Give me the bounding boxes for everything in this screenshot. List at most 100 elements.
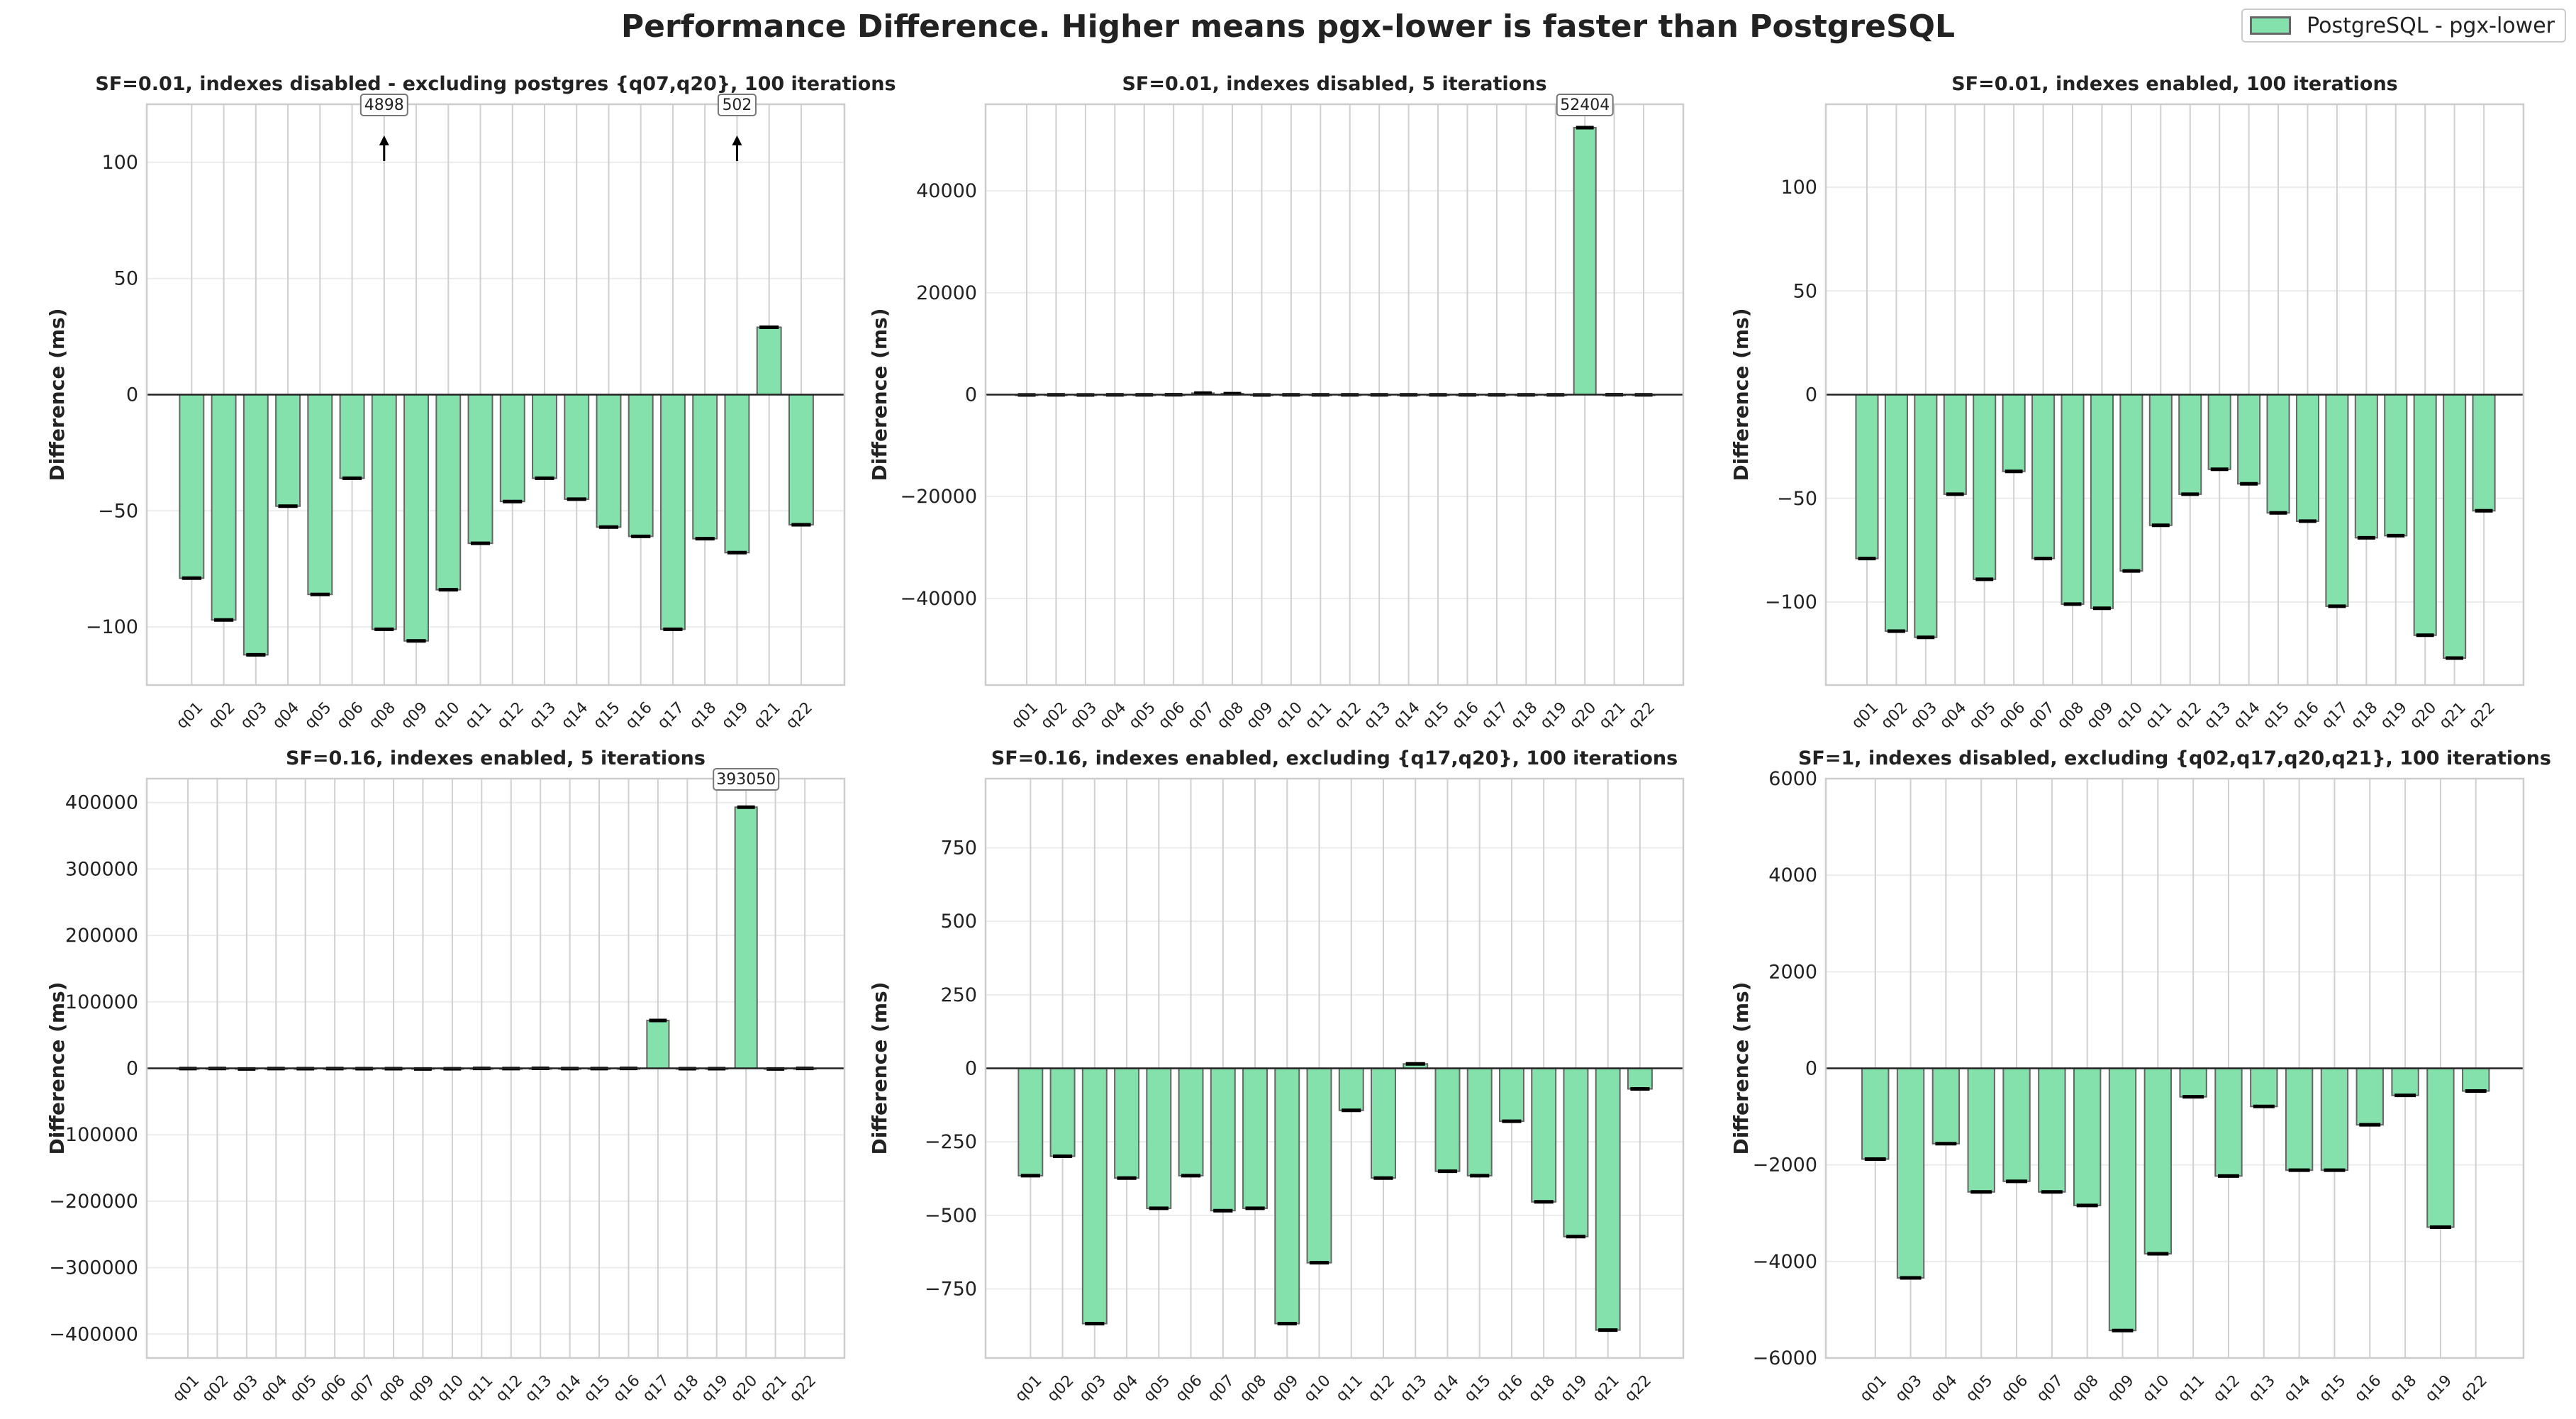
x-tick-label: q01 [1849, 699, 1882, 732]
annotation-label: 4898 [364, 96, 404, 114]
x-tick-label: q03 [1076, 1371, 1110, 1405]
x-tick-label: q15 [2316, 1371, 2349, 1405]
y-tick-label: −100 [86, 616, 138, 638]
y-tick-label: 0 [126, 1058, 138, 1080]
x-tick-label: q04 [1936, 699, 1970, 732]
y-tick-label: −750 [925, 1279, 977, 1301]
y-tick-label: 300000 [65, 858, 138, 880]
bar-q04 [1943, 394, 1967, 495]
x-tick-label: q18 [1525, 1371, 1559, 1405]
x-tick-label: q15 [1461, 1371, 1494, 1405]
bar-q10 [1306, 1067, 1332, 1264]
y-tick-label: −100000 [49, 1124, 138, 1146]
x-tick-label: q16 [622, 699, 655, 732]
x-tick-label: q09 [1269, 1371, 1302, 1405]
x-tick-label: q08 [2068, 1371, 2102, 1405]
x-tick-label: q18 [1507, 699, 1541, 732]
x-tick-label: q06 [1172, 1371, 1205, 1405]
x-tick-label: q11 [463, 1371, 496, 1405]
x-tick-label: q16 [2351, 1371, 2385, 1405]
y-axis-label: Difference (ms) [1729, 981, 1753, 1154]
subplot-5: −750 −500 −250 0 250 500 750 q01q02q03q04q05q06… [868, 747, 1685, 1406]
bar-q03 [1914, 394, 1938, 638]
bar-q05 [307, 394, 333, 596]
x-tick-label: q10 [434, 1371, 467, 1405]
bar-q03 [242, 394, 269, 656]
x-tick-label: q14 [2280, 1371, 2314, 1405]
x-tick-label: q11 [462, 699, 495, 732]
annotation-box [717, 94, 757, 116]
bar-q12 [2214, 1067, 2243, 1177]
x-tick-label: q14 [558, 699, 591, 732]
annotation-box [1556, 94, 1614, 116]
x-tick-label: q22 [786, 1371, 820, 1405]
x-tick-label: q18 [2348, 699, 2381, 732]
bar-q06 [1178, 1067, 1204, 1176]
bar-q13 [532, 394, 557, 479]
y-tick-label: 250 [940, 984, 977, 1006]
bar-q09 [2090, 394, 2114, 609]
bar-q09 [403, 394, 429, 642]
x-tick-label: q19 [718, 699, 752, 732]
y-axis-label: Difference (ms) [868, 981, 891, 1154]
x-tick-label: q01 [169, 1371, 203, 1405]
bar-q07 [2031, 394, 2056, 560]
y-tick-label: 400000 [65, 792, 138, 814]
y-tick-label: −40000 [900, 588, 977, 610]
y-tick-label: −20000 [900, 486, 977, 508]
x-tick-label: q19 [698, 1371, 732, 1405]
x-tick-label: q08 [2054, 699, 2087, 732]
x-tick-label: q12 [493, 1371, 526, 1405]
bar-q19 [1563, 1067, 1589, 1237]
x-tick-label: q07 [1184, 699, 1217, 732]
bar-q22 [2472, 394, 2496, 512]
x-tick-label: q01 [173, 699, 206, 732]
subplot-title: SF=0.01, indexes enabled, 100 iterations [1951, 73, 2398, 95]
subplot-title: SF=0.16, indexes enabled, 5 iterations [286, 747, 706, 769]
bar-q21 [756, 326, 782, 396]
bar-q08 [2073, 1067, 2102, 1206]
x-tick-label: q16 [1493, 1371, 1527, 1405]
x-tick-label: q22 [1622, 1371, 1655, 1405]
y-tick-label: 50 [1793, 280, 1817, 302]
axes-frame [145, 777, 846, 1359]
bar-q05 [1146, 1067, 1172, 1209]
x-tick-label: q12 [494, 699, 528, 732]
x-tick-label: q03 [238, 699, 271, 732]
legend-swatch [2250, 16, 2292, 35]
y-tick-label: 100 [1780, 177, 1817, 199]
x-tick-label: q22 [1625, 699, 1658, 732]
x-tick-label: q17 [640, 1371, 673, 1405]
x-tick-label: q06 [1998, 1371, 2031, 1405]
x-tick-label: q14 [1429, 1371, 1462, 1405]
x-tick-label: q10 [2113, 699, 2146, 732]
x-tick-label: q04 [1096, 699, 1130, 732]
subplot-4: −400000 −300000 −200000 −100000 0 100000 20000… [45, 747, 846, 1406]
bar-q20 [2413, 394, 2437, 636]
bar-q14 [564, 394, 590, 500]
bar-q02 [1049, 1067, 1076, 1157]
bar-q08 [1242, 1067, 1268, 1209]
x-tick-label: q18 [686, 699, 720, 732]
y-tick-label: 0 [965, 1058, 977, 1080]
y-tick-label: 0 [965, 384, 977, 406]
x-tick-label: q07 [2024, 699, 2058, 732]
bar-q11 [467, 394, 494, 545]
bar-q21 [2443, 394, 2467, 659]
bar-q19 [2384, 394, 2408, 537]
x-tick-label: q09 [404, 1371, 437, 1405]
x-tick-label: q15 [581, 1371, 614, 1405]
arrow-head-icon [379, 135, 389, 145]
x-tick-label: q17 [2319, 699, 2352, 732]
bar-q21 [1595, 1067, 1621, 1331]
bar-q13 [2207, 394, 2231, 470]
x-tick-label: q02 [205, 699, 238, 732]
bar-q09 [1274, 1067, 1300, 1325]
x-tick-label: q08 [1237, 1371, 1270, 1405]
x-tick-label: q02 [199, 1371, 232, 1405]
x-tick-label: q17 [654, 699, 688, 732]
x-tick-label: q19 [1557, 1371, 1590, 1405]
bar-q12 [2178, 394, 2202, 495]
x-tick-label: q21 [1589, 1371, 1622, 1405]
x-tick-label: q10 [2139, 1371, 2173, 1405]
